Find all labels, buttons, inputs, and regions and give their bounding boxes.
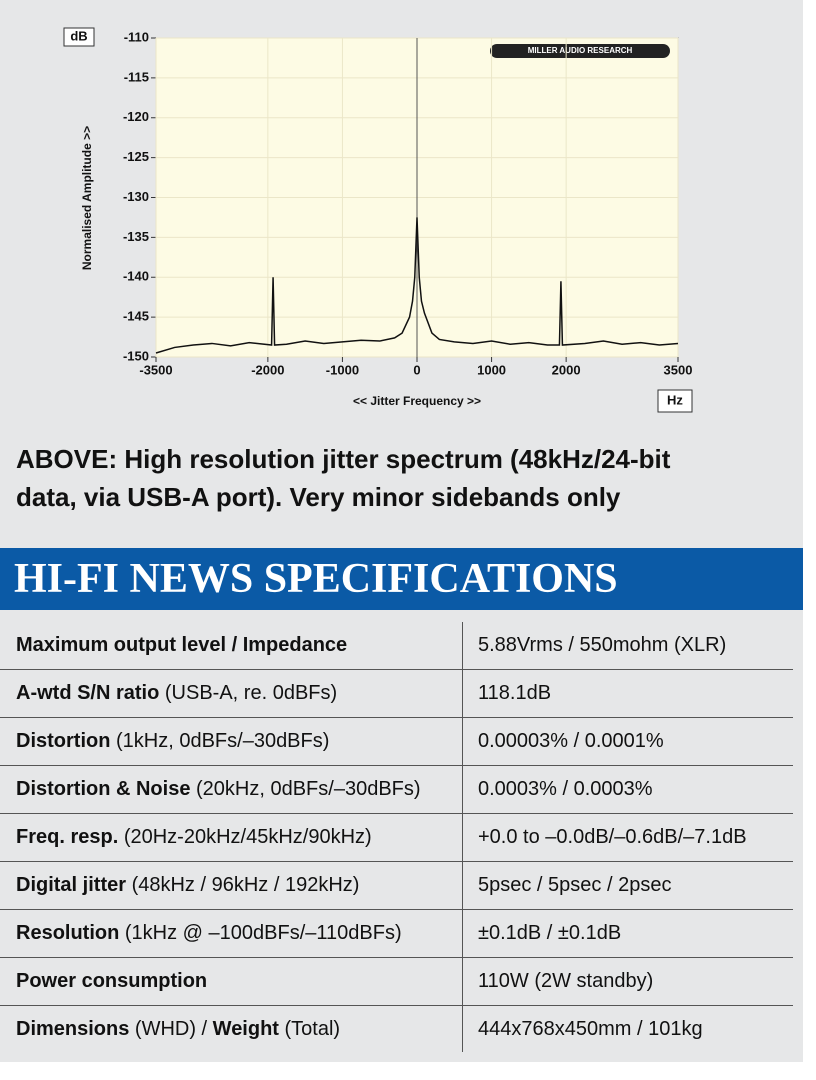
label-part: (20Hz-20kHz/45kHz/90kHz) bbox=[118, 826, 372, 848]
spec-label: Distortion & Noise (20kHz, 0dBFs/–30dBFs… bbox=[16, 778, 421, 801]
spec-row: Distortion (1kHz, 0dBFs/–30dBFs) 0.00003%… bbox=[0, 718, 793, 766]
y-tick-label: -115 bbox=[124, 69, 149, 84]
spectrum-line bbox=[155, 217, 679, 354]
label-part: Distortion & Noise bbox=[16, 778, 191, 800]
spec-row: Dimensions (WHD) / Weight (Total) 444x768… bbox=[0, 1006, 793, 1053]
caption: ABOVE: High resolution jitter spectrum (… bbox=[16, 440, 670, 516]
label-part: (1kHz @ –100dBFs/–110dBFs) bbox=[119, 922, 402, 944]
x-tick-label: 0 bbox=[413, 362, 420, 377]
x-tick-label: -3500 bbox=[139, 362, 172, 377]
spec-label: A-wtd S/N ratio (USB-A, re. 0dBFs) bbox=[16, 682, 337, 705]
page: dB Hz Normalised Amplitude >> << Jitter … bbox=[0, 0, 803, 1062]
y-tick-label: -145 bbox=[123, 309, 149, 324]
spec-value: ±0.1dB / ±0.1dB bbox=[478, 922, 622, 944]
y-unit: dB bbox=[70, 28, 87, 43]
spec-table: Maximum output level / Impedance 5.88Vrms… bbox=[0, 622, 793, 1053]
x-tick-label: 3500 bbox=[664, 362, 693, 377]
x-tick-label: -1000 bbox=[326, 362, 359, 377]
spec-value: 444x768x450mm / 101kg bbox=[478, 1018, 703, 1040]
spec-row: Resolution (1kHz @ –100dBFs/–110dBFs) ±0.… bbox=[0, 910, 793, 958]
spec-label: Maximum output level / Impedance bbox=[16, 634, 347, 657]
spec-row: Power consumption 110W (2W standby) bbox=[0, 958, 793, 1006]
label-part: Resolution bbox=[16, 922, 120, 944]
spec-value: +0.0 to –0.0dB/–0.6dB/–7.1dB bbox=[478, 826, 747, 848]
label-part: Freq. resp. bbox=[16, 826, 119, 848]
banner: HI-FI NEWS SPECIFICATIONS bbox=[0, 548, 803, 610]
x-tick-label: 1000 bbox=[477, 362, 506, 377]
label-part: (Total) bbox=[278, 1018, 341, 1040]
y-tick-label: -110 bbox=[124, 29, 149, 44]
spec-label: Resolution (1kHz @ –100dBFs/–110dBFs) bbox=[16, 922, 402, 945]
spec-row: Digital jitter (48kHz / 96kHz / 192kHz) 5… bbox=[0, 862, 793, 910]
unit-box bbox=[657, 389, 693, 413]
x-tick-label: 2000 bbox=[552, 362, 581, 377]
label-part: Power consumption bbox=[16, 970, 208, 992]
caption-line: ABOVE: High resolution jitter spectrum (… bbox=[16, 444, 671, 474]
unit-box bbox=[63, 27, 95, 47]
label-part: Digital jitter bbox=[16, 874, 127, 896]
label-part: (48kHz / 96kHz / 192kHz) bbox=[126, 874, 360, 896]
y-tick-label: -130 bbox=[123, 189, 149, 204]
spec-label: Power consumption bbox=[16, 970, 207, 993]
label-part: (WHD) / bbox=[129, 1018, 213, 1040]
spec-value: 0.00003% / 0.0001% bbox=[478, 730, 664, 752]
spec-label: Freq. resp. (20Hz-20kHz/45kHz/90kHz) bbox=[16, 826, 372, 849]
label-part: Distortion bbox=[16, 730, 111, 752]
spec-row: Maximum output level / Impedance 5.88Vrms… bbox=[0, 622, 793, 670]
spec-row: Distortion & Noise (20kHz, 0dBFs/–30dBFs… bbox=[0, 766, 793, 814]
label-part: Weight bbox=[212, 1018, 279, 1040]
label-part: (USB-A, re. 0dBFs) bbox=[159, 682, 338, 704]
y-tick-label: -120 bbox=[123, 109, 149, 124]
label-part: A-wtd S/N ratio bbox=[16, 682, 160, 704]
y-tick-label: -140 bbox=[123, 269, 149, 284]
column-divider bbox=[462, 622, 463, 1052]
spec-value: 0.0003% / 0.0003% bbox=[478, 778, 653, 800]
logo: MILLER AUDIO RESEARCH bbox=[528, 46, 633, 55]
y-tick-label: -135 bbox=[123, 229, 149, 244]
spec-value: 5psec / 5psec / 2psec bbox=[478, 874, 672, 896]
spec-value: 5.88Vrms / 550mohm (XLR) bbox=[478, 634, 727, 656]
label-part: Dimensions bbox=[16, 1018, 130, 1040]
caption-line: data, via USB-A port). Very minor sideba… bbox=[16, 482, 621, 512]
logo-bg bbox=[490, 44, 670, 58]
y-tick-label: -150 bbox=[123, 348, 149, 363]
label-part: Maximum output level / Impedance bbox=[16, 634, 348, 656]
spec-value: 110W (2W standby) bbox=[478, 970, 654, 992]
x-tick-label: -2000 bbox=[251, 362, 284, 377]
x-axis-label: << Jitter Frequency >> bbox=[353, 394, 481, 408]
spec-row: Freq. resp. (20Hz-20kHz/45kHz/90kHz) +0.0… bbox=[0, 814, 793, 862]
spec-value: 118.1dB bbox=[478, 682, 552, 704]
spec-label: Dimensions (WHD) / Weight (Total) bbox=[16, 1018, 340, 1041]
spec-label: Digital jitter (48kHz / 96kHz / 192kHz) bbox=[16, 874, 359, 897]
spec-row: A-wtd S/N ratio (USB-A, re. 0dBFs) 118.1d… bbox=[0, 670, 793, 718]
label-part: (1kHz, 0dBFs/–30dBFs) bbox=[110, 730, 330, 752]
spec-label: Distortion (1kHz, 0dBFs/–30dBFs) bbox=[16, 730, 329, 753]
y-axis-label: Normalised Amplitude >> bbox=[80, 126, 94, 270]
label-part: (20kHz, 0dBFs/–30dBFs) bbox=[190, 778, 421, 800]
y-tick-label: -125 bbox=[123, 149, 149, 164]
chart: dB Hz Normalised Amplitude >> << Jitter … bbox=[63, 27, 693, 413]
x-unit: Hz bbox=[667, 392, 683, 407]
